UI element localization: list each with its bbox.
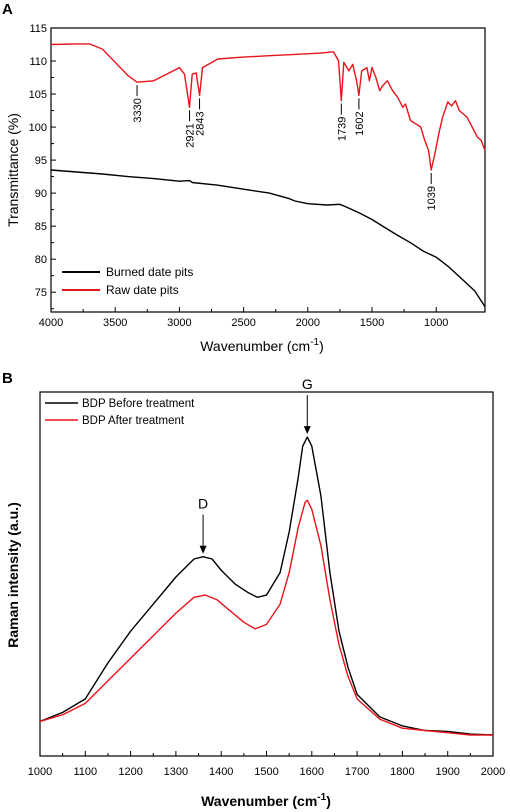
- annotation-label: 2921: [185, 123, 197, 147]
- x-tick-label: 1900: [435, 766, 459, 778]
- y-tick-label: 90: [35, 188, 47, 200]
- x-tick-label: 3000: [167, 317, 191, 329]
- legend-label: Burned date pits: [106, 265, 193, 279]
- y-tick-label: 75: [35, 287, 47, 299]
- panel-b-chart: 1000 1100 1200 1300 1400 1500 1600 1700 1800 1900…: [5, 376, 505, 809]
- annotation-label: 2843: [195, 111, 207, 135]
- x-tick-label: 1700: [345, 766, 369, 778]
- x-tick-label: 3500: [103, 317, 127, 329]
- annotation-label: 1039: [426, 186, 438, 210]
- x-tick-label: 1500: [254, 766, 278, 778]
- y-tick-label: 80: [35, 254, 47, 266]
- x-tick-label: 1300: [164, 766, 188, 778]
- y-tick-label: 110: [29, 56, 47, 68]
- panel-a-legend: Burned date pits Raw date pits: [62, 265, 193, 297]
- series-line-raw: [50, 43, 486, 171]
- x-tick-label: 1000: [424, 317, 448, 329]
- panel-a-xlabel: Wavenumber (cm-1): [200, 337, 324, 354]
- panel-b-xlabel: Wavenumber (cm-1): [201, 792, 331, 809]
- x-tick-label: 1000: [28, 766, 52, 778]
- x-tick-label: 1400: [209, 766, 233, 778]
- panel-b-lines: [39, 436, 494, 736]
- panel-b-annotations: DG: [198, 376, 313, 554]
- panel-a-letter: A: [2, 1, 13, 18]
- panel-a-ylabel: Transmittance (%): [5, 113, 21, 227]
- panel-b-letter: B: [2, 370, 13, 387]
- panel-b-ylabel: Raman intensity (a.u.): [5, 502, 21, 647]
- x-tick-label: 4000: [39, 317, 63, 329]
- legend-label: Raw date pits: [106, 283, 179, 297]
- annotation-label: 1602: [354, 111, 366, 135]
- y-tick-label: 100: [29, 122, 47, 134]
- x-tick-label: 2000: [296, 317, 320, 329]
- annotation-label: D: [198, 496, 208, 512]
- y-tick-label: 85: [35, 221, 47, 233]
- legend-label: BDP Before treatment: [82, 398, 195, 410]
- y-tick-label: 115: [29, 23, 47, 35]
- panel-b-ticks: 1000 1100 1200 1300 1400 1500 1600 1700 1800 1900…: [28, 751, 505, 778]
- x-tick-label: 1100: [73, 766, 97, 778]
- annotation-label: G: [302, 376, 313, 392]
- x-tick-label: 1200: [118, 766, 142, 778]
- legend-label: BDP After treatment: [82, 415, 185, 427]
- y-tick-label: 105: [29, 89, 47, 101]
- panel-a-chart: 4000 3500 3000 2500 2000 1500 1000 75 80 85 90 95 10…: [5, 23, 486, 354]
- annotation-label: 1739: [336, 117, 348, 141]
- annotation-label: 3330: [132, 98, 144, 122]
- annotation-arrowhead: [199, 545, 207, 554]
- x-tick-label: 2500: [231, 317, 255, 329]
- panel-b-frame: [39, 391, 494, 757]
- x-tick-label: 1600: [300, 766, 324, 778]
- panel-a-lines: [50, 43, 486, 308]
- series-line-burned: [50, 169, 486, 308]
- panel-b-legend: BDP Before treatment BDP After treatment: [45, 398, 195, 427]
- x-tick-label: 2000: [481, 766, 505, 778]
- panel-a-ticks: 4000 3500 3000 2500 2000 1500 1000 75 80 85 90 95 10…: [29, 23, 449, 329]
- series-line-before: [39, 436, 494, 736]
- annotation-arrowhead: [303, 426, 311, 435]
- x-tick-label: 1800: [390, 766, 414, 778]
- y-tick-label: 95: [35, 155, 47, 167]
- x-tick-label: 1500: [360, 317, 384, 329]
- series-line-after: [39, 499, 493, 736]
